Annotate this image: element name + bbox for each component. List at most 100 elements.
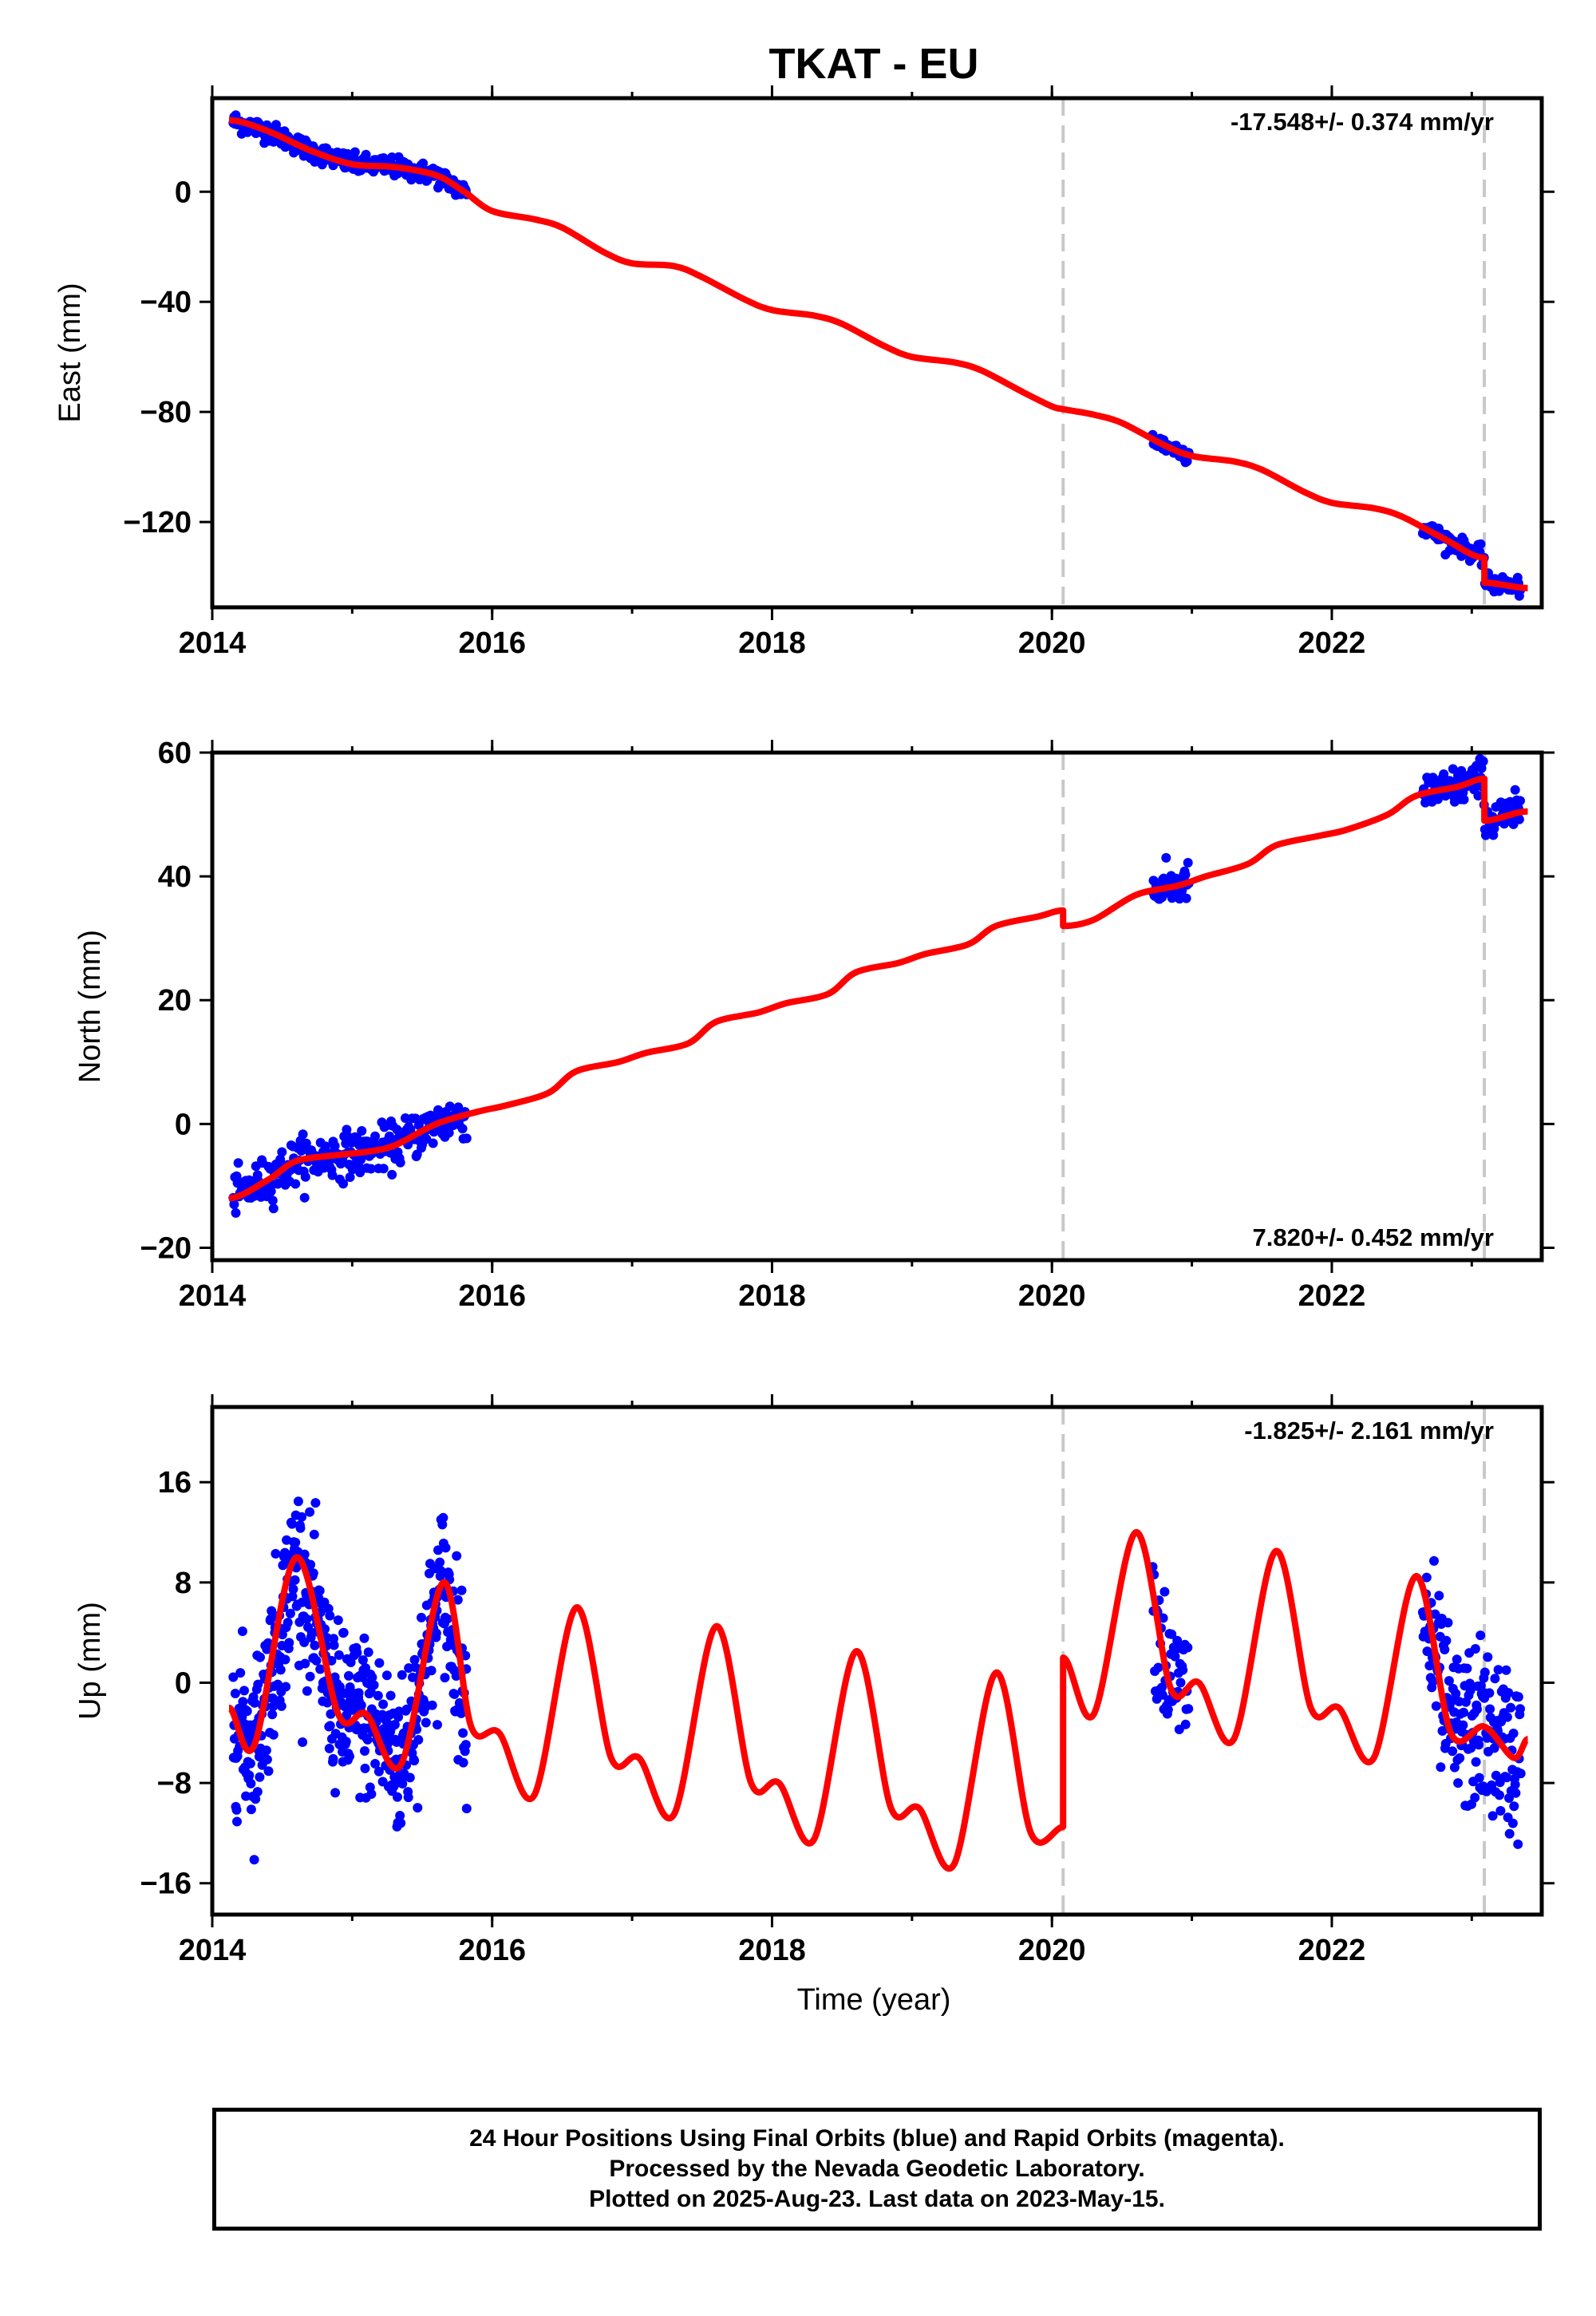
observation-point <box>333 1615 343 1626</box>
observation-point <box>277 1630 287 1640</box>
observation-point <box>1458 1720 1468 1730</box>
y-axis: 0 −40 −80 −120 <box>123 176 1555 539</box>
observation-point <box>290 1575 300 1585</box>
observation-point <box>1449 1762 1460 1773</box>
y-tick-label: 16 <box>158 1466 192 1500</box>
observation-point <box>1508 1729 1519 1738</box>
observation-point <box>409 1756 420 1766</box>
observation-point <box>281 1682 291 1692</box>
model-fit-line <box>228 117 1528 591</box>
observation-point <box>452 1595 463 1605</box>
observation-point <box>297 1512 307 1522</box>
observation-point <box>1473 791 1483 800</box>
observation-point <box>1501 1665 1511 1675</box>
observation-point <box>309 1529 319 1539</box>
observation-point <box>232 1816 242 1827</box>
observation-point <box>440 1543 451 1553</box>
observation-points <box>228 754 1525 1218</box>
observation-point <box>1479 1667 1490 1678</box>
observation-point <box>1447 1696 1457 1706</box>
observation-point <box>403 1792 413 1803</box>
observation-point <box>367 1672 377 1682</box>
observation-point <box>1489 1743 1499 1753</box>
observation-point <box>461 1804 472 1814</box>
observation-point <box>242 1706 252 1717</box>
observation-point <box>344 1670 354 1681</box>
observation-point <box>449 1689 460 1699</box>
observation-point <box>268 1203 279 1214</box>
observation-point <box>1182 456 1192 466</box>
observation-point <box>276 1701 286 1711</box>
observation-point <box>302 1686 312 1696</box>
observation-point <box>1183 858 1193 868</box>
observation-point <box>458 1757 468 1768</box>
observation-point <box>1170 1651 1180 1662</box>
observation-point <box>378 1699 389 1709</box>
observation-point <box>288 1584 298 1595</box>
observation-point <box>1490 1674 1500 1684</box>
x-tick-label: 2014 <box>179 626 247 660</box>
observation-point <box>290 1537 301 1547</box>
observation-point <box>1465 1686 1476 1696</box>
x-tick-label: 2014 <box>179 1279 247 1313</box>
observation-point <box>1431 1701 1441 1711</box>
observation-point <box>229 1199 239 1210</box>
x-tick-label: 2018 <box>738 1934 806 1967</box>
observation-point <box>435 1557 445 1567</box>
observation-point <box>1183 1642 1193 1653</box>
observation-point <box>1428 1677 1438 1686</box>
observation-point <box>370 1759 381 1769</box>
observation-point <box>237 1626 247 1636</box>
observation-point <box>1515 1769 1526 1779</box>
observation-point <box>310 1640 320 1650</box>
y-tick-label: −120 <box>123 506 192 539</box>
observation-point <box>1443 1618 1453 1628</box>
observation-point <box>1509 1801 1519 1812</box>
x-tick-label: 2022 <box>1298 626 1366 660</box>
observation-point <box>268 1701 279 1712</box>
observation-point <box>381 1670 392 1681</box>
observation-point <box>452 1551 462 1561</box>
x-axis: 2014 2016 2018 2020 2022 <box>179 740 1473 1313</box>
observation-point <box>1484 1688 1495 1698</box>
observation-point <box>324 1743 334 1753</box>
observation-point <box>440 1673 450 1683</box>
observation-point <box>1172 1635 1183 1646</box>
y-tick-label: 20 <box>158 984 192 1018</box>
observation-point <box>255 1652 265 1662</box>
observation-point <box>1159 1587 1170 1597</box>
observation-point <box>1180 1719 1191 1729</box>
observation-point <box>397 1670 407 1680</box>
y-axis-label: Up (mm) <box>73 1602 107 1720</box>
observation-point <box>1466 1743 1476 1753</box>
observation-point <box>255 1772 265 1782</box>
north-panel: 2014 2016 2018 2020 2022 60 40 20 0 −20 North (mm)… <box>73 737 1555 1313</box>
observation-point <box>329 1640 339 1650</box>
observation-point <box>1451 1689 1461 1699</box>
observation-point <box>431 1628 441 1638</box>
observation-point <box>299 1549 310 1559</box>
observation-point <box>359 1633 369 1643</box>
observation-point <box>328 1753 338 1764</box>
observation-point <box>252 1787 263 1797</box>
x-tick-label: 2018 <box>738 626 806 660</box>
x-tick-label: 2016 <box>458 626 526 660</box>
observation-point <box>360 1763 370 1773</box>
observation-point <box>1493 1665 1503 1675</box>
observation-point <box>1153 1662 1163 1673</box>
observation-point <box>261 1745 271 1756</box>
observation-point <box>1472 1704 1482 1714</box>
observation-point <box>239 1686 249 1696</box>
observation-point <box>1471 1757 1481 1767</box>
observation-point <box>363 1647 373 1658</box>
observation-point <box>287 1519 297 1529</box>
observation-point <box>1476 1630 1486 1641</box>
rate-annotation: 7.820+/- 0.452 mm/yr <box>1253 1223 1494 1251</box>
x-tick-label: 2014 <box>179 1934 247 1967</box>
observation-point <box>1513 1692 1523 1702</box>
observation-point <box>246 1804 256 1815</box>
observation-point <box>1424 1661 1435 1671</box>
observation-point <box>1175 1678 1186 1688</box>
observation-point <box>453 1102 464 1113</box>
observation-point <box>1434 1591 1444 1601</box>
